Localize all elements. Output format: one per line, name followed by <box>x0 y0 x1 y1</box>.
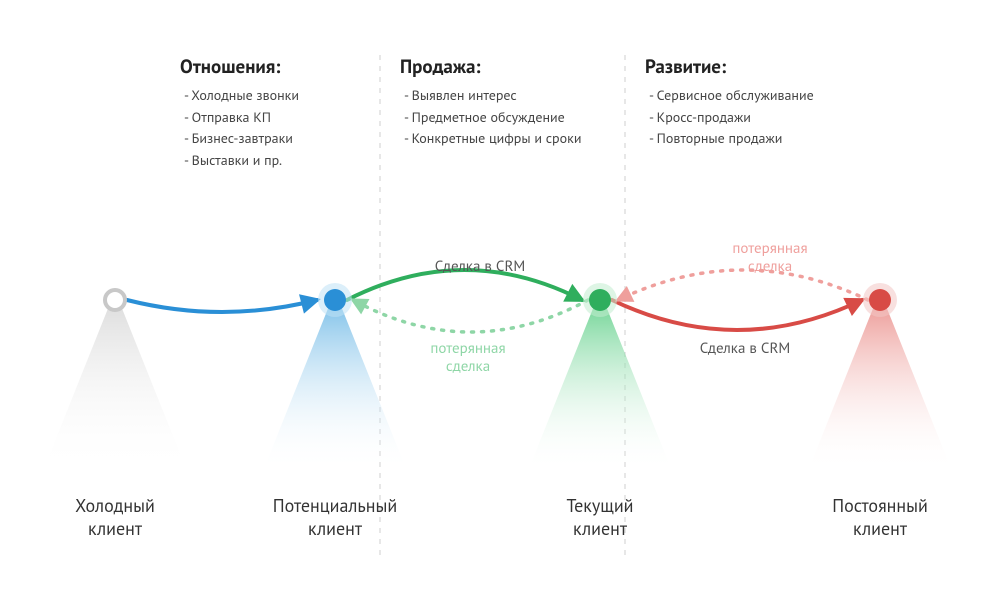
stage-label-potential: Потенциальный клиент <box>273 495 397 540</box>
section-sale-list: Выявлен интерес Предметное обсуждение Ко… <box>400 85 630 150</box>
section-growth-title: Развитие: <box>645 55 875 79</box>
list-item: Кросс-продажи <box>649 107 875 129</box>
stage-node-halo-potential <box>318 283 352 317</box>
list-item: Холодные звонки <box>184 85 410 107</box>
stage-label-line1: Потенциальный <box>273 494 397 517</box>
stage-node-permanent <box>869 289 891 311</box>
section-relations-list: Холодные звонки Отправка КП Бизнес-завтр… <box>180 85 410 172</box>
list-item: Бизнес-завтраки <box>184 128 410 150</box>
section-growth-list: Сервисное обслуживание Кросс-продажи Пов… <box>645 85 875 150</box>
stage-label-permanent: Постоянный клиент <box>832 495 928 540</box>
stage-label-line2: клиент <box>853 517 907 540</box>
stage-label-current: Текущий клиент <box>566 495 633 540</box>
stage-node-halo-permanent <box>863 283 897 317</box>
stage-cone-permanent <box>808 306 952 471</box>
stage-label-cold: Холодный клиент <box>75 495 155 540</box>
stage-node-cold <box>105 290 125 310</box>
stage-node-current <box>589 289 611 311</box>
list-item: Конкретные цифры и сроки <box>404 128 630 150</box>
list-item: Отправка КП <box>184 107 410 129</box>
stage-cone-cold <box>43 306 187 471</box>
list-item: Выставки и пр. <box>184 150 410 172</box>
section-growth: Развитие: Сервисное обслуживание Кросс-п… <box>645 55 875 150</box>
list-item: Сервисное обслуживание <box>649 85 875 107</box>
stage-cone-potential <box>263 306 407 471</box>
flow-label-current-to-permanent: Сделка в CRM <box>700 340 791 358</box>
section-relations-title: Отношения: <box>180 55 410 79</box>
flow-label-potential-to-current: Сделка в CRM <box>435 258 526 276</box>
list-item: Выявлен интерес <box>404 85 630 107</box>
section-sale: Продажа: Выявлен интерес Предметное обсу… <box>400 55 630 150</box>
stage-cone-current <box>528 306 672 471</box>
stage-label-line1: Постоянный <box>832 494 928 517</box>
diagram-canvas: { "type": "flow-infographic", "backgroun… <box>0 0 1000 600</box>
section-sale-title: Продажа: <box>400 55 630 79</box>
section-relations: Отношения: Холодные звонки Отправка КП Б… <box>180 55 410 172</box>
stage-label-line1: Холодный <box>75 494 155 517</box>
flow-current-to-potential-lost <box>353 300 588 332</box>
stage-label-line2: клиент <box>308 517 362 540</box>
stage-node-halo-current <box>583 283 617 317</box>
flow-label-current-to-potential-lost: потеряннаясделка <box>430 340 505 376</box>
list-item: Предметное обсуждение <box>404 107 630 129</box>
flow-current-to-permanent <box>612 300 862 330</box>
list-item: Повторные продажи <box>649 128 875 150</box>
stage-node-potential <box>324 289 346 311</box>
stage-label-line2: клиент <box>88 517 142 540</box>
flow-cold-to-potential <box>127 300 317 312</box>
stage-label-line2: клиент <box>573 517 627 540</box>
stage-label-line1: Текущий <box>566 494 633 517</box>
flow-label-permanent-to-current-lost: потеряннаясделка <box>732 240 807 276</box>
